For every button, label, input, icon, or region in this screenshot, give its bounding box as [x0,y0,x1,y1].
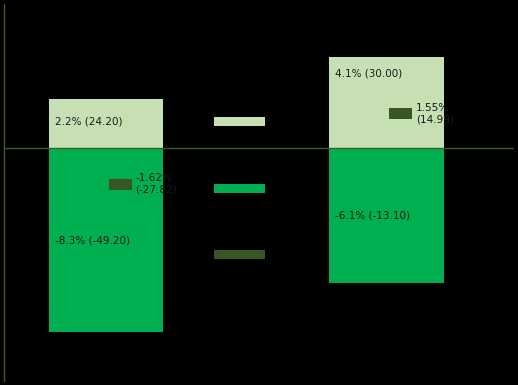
Bar [49,148,164,332]
Bar [329,57,444,148]
Bar [49,99,164,148]
FancyBboxPatch shape [214,184,265,192]
Bar [329,148,444,283]
FancyBboxPatch shape [214,117,265,126]
Text: -8.3% (-49.20): -8.3% (-49.20) [55,235,130,245]
Text: 2.2% (24.20): 2.2% (24.20) [55,116,123,126]
FancyBboxPatch shape [109,179,132,190]
FancyBboxPatch shape [389,108,412,119]
Text: 4.1% (30.00): 4.1% (30.00) [336,69,402,79]
Text: -1.62%
(-27.82): -1.62% (-27.82) [135,173,177,195]
FancyBboxPatch shape [214,250,265,259]
Text: 1.55%
(14.99): 1.55% (14.99) [416,103,454,125]
Text: -6.1% (-13.10): -6.1% (-13.10) [336,211,410,221]
